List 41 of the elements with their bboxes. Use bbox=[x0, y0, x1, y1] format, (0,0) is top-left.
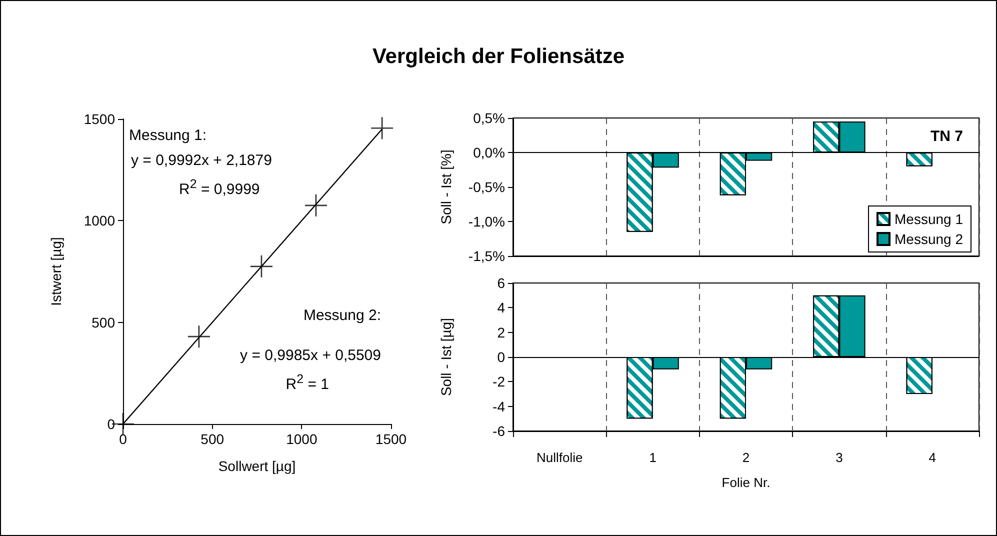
legend-label: Messung 2 bbox=[894, 231, 964, 247]
x-tick-label: Nullfolie bbox=[536, 450, 583, 465]
x-axis-title: Folie Nr. bbox=[722, 475, 770, 490]
annotation: Messung 2: bbox=[303, 307, 381, 324]
annotation: y = 0,9985x + 0,5509 bbox=[240, 347, 381, 364]
y-tick-label: 0,5% bbox=[473, 110, 505, 126]
y-tick-label: 0,0% bbox=[473, 144, 505, 160]
x-tick-label: 500 bbox=[200, 431, 224, 447]
point bbox=[371, 117, 394, 140]
legend-label: Messung 1 bbox=[894, 211, 964, 227]
y-tick-label: -2 bbox=[492, 374, 506, 390]
annotation: TN 7 bbox=[930, 128, 963, 145]
y-tick-label: 0 bbox=[107, 416, 116, 432]
x-tick-label: 3 bbox=[836, 450, 843, 465]
y-tick-label: -1,0% bbox=[468, 214, 505, 230]
y-tick-label: 1000 bbox=[84, 212, 116, 229]
x-tick-label: 1 bbox=[649, 450, 656, 465]
y-tick-label: -0,5% bbox=[468, 179, 505, 195]
y-tick-label: -1,5% bbox=[468, 248, 505, 264]
y-tick-label: 500 bbox=[92, 314, 116, 330]
y-axis-title: Soll - Ist [%] bbox=[438, 150, 454, 224]
x-axis-title: Sollwert [µg] bbox=[218, 458, 296, 474]
y-tick-label: 0 bbox=[497, 349, 506, 365]
annotation: y = 0,9992x + 2,1879 bbox=[131, 152, 272, 169]
x-tick-label: 2 bbox=[742, 450, 750, 465]
y-tick-label: 2 bbox=[497, 324, 506, 340]
x-tick-label: 0 bbox=[119, 431, 128, 447]
y-tick-label: -4 bbox=[492, 398, 506, 414]
text: Vergleich der Foliensätze bbox=[371, 45, 626, 69]
annotation: R$^{2}$ = 1 bbox=[286, 372, 329, 393]
y-tick-label: -6 bbox=[492, 423, 506, 439]
annotation: R$^{2}$ = 0,9999 bbox=[179, 177, 260, 198]
y-tick-label: 4 bbox=[497, 300, 506, 316]
y-tick-label: 1500 bbox=[84, 111, 116, 127]
y-axis-title: Istwert [µg] bbox=[48, 237, 64, 306]
annotation: Messung 1: bbox=[129, 127, 207, 144]
x-tick-label: 1000 bbox=[286, 431, 318, 447]
y-tick-label: 6 bbox=[497, 275, 506, 291]
x-tick-label: 1500 bbox=[375, 431, 407, 447]
x-tick-label: 4 bbox=[928, 450, 936, 465]
y-axis-title: Soll - Ist [µg] bbox=[438, 318, 454, 396]
